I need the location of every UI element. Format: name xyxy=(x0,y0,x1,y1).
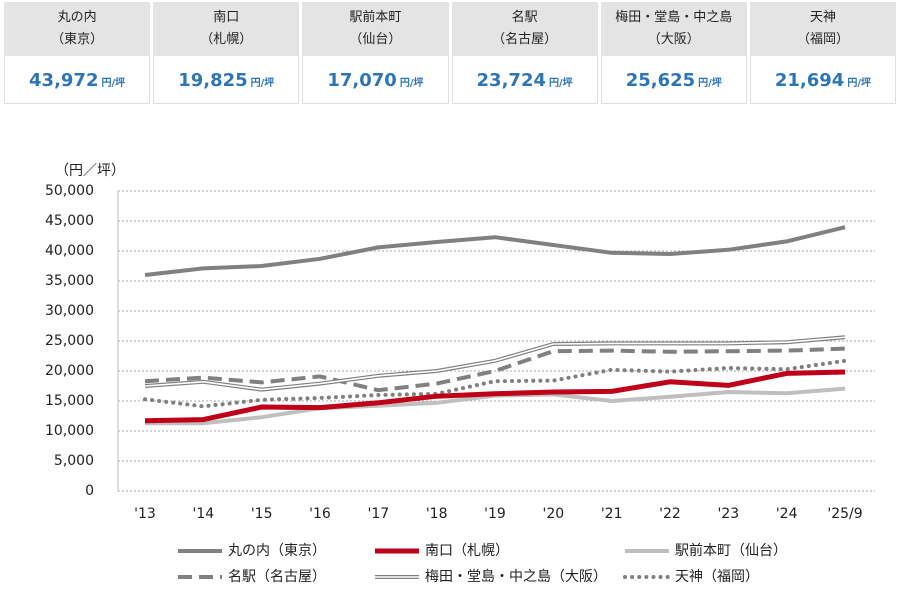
rent-value: 25,625 円/坪 xyxy=(600,56,747,104)
rent-value: 43,972 円/坪 xyxy=(4,56,151,104)
header-cell: 天神 （福岡） 21,694 円/坪 xyxy=(749,2,897,104)
area-sub: （東京） xyxy=(51,32,104,47)
series-line-inner xyxy=(144,336,846,391)
rent-value: 17,070 円/坪 xyxy=(302,56,449,104)
area-sub: （名古屋） xyxy=(492,32,558,47)
area-name: 南口 xyxy=(213,10,240,25)
legend-label: 南口（札幌） xyxy=(425,543,509,559)
area-name: 駅前本町 xyxy=(349,10,402,25)
header-cell: 名駅 （名古屋） 23,724 円/坪 xyxy=(451,2,598,104)
y-tick-label: 0 xyxy=(85,483,94,499)
cell-names: 梅田・堂島・中之島 （大阪） xyxy=(600,2,747,56)
legend-label: 梅田・堂島・中之島（大阪） xyxy=(425,569,607,585)
y-axis-unit: （円／坪） xyxy=(55,163,125,179)
header-cell: 丸の内 （東京） 43,972 円/坪 xyxy=(4,2,151,104)
y-tick-label: 35,000 xyxy=(45,273,94,289)
x-tick-label: '16 xyxy=(309,506,331,522)
y-tick-label: 15,000 xyxy=(45,393,94,409)
y-tick-label: 20,000 xyxy=(45,363,94,379)
rent-unit: 円/坪 xyxy=(549,78,573,89)
area-name: 丸の内 xyxy=(57,10,97,25)
legend-label: 駅前本町（仙台） xyxy=(675,542,787,559)
cell-names: 天神 （福岡） xyxy=(749,2,897,56)
area-sub: （福岡） xyxy=(796,32,849,47)
y-tick-label: 10,000 xyxy=(45,423,94,439)
x-tick-label: '19 xyxy=(484,506,506,522)
series-line xyxy=(144,346,846,393)
x-tick-label: '14 xyxy=(192,506,214,522)
rent-number: 43,972 xyxy=(29,70,99,91)
y-tick-label: 40,000 xyxy=(45,243,94,259)
legend-label: 天神（福岡） xyxy=(675,569,759,585)
cell-names: 丸の内 （東京） xyxy=(4,2,151,56)
rent-value: 19,825 円/坪 xyxy=(153,56,300,104)
x-tick-label: '20 xyxy=(542,506,564,522)
area-name: 梅田・堂島・中之島 xyxy=(615,10,733,25)
series-line xyxy=(144,369,846,424)
cell-names: 駅前本町 （仙台） xyxy=(302,2,449,56)
rent-number: 23,724 xyxy=(476,70,546,91)
header-table: 丸の内 （東京） 43,972 円/坪 南口 （札幌） 19,825 円/坪 駅前本町 （仙台） 1… xyxy=(4,2,897,104)
header-cell: 南口 （札幌） 19,825 円/坪 xyxy=(153,2,300,104)
rent-number: 19,825 xyxy=(178,70,248,91)
cell-names: 南口 （札幌） xyxy=(153,2,300,56)
rent-unit: 円/坪 xyxy=(101,78,126,89)
rent-number: 25,625 xyxy=(625,70,696,91)
area-name: 名駅 xyxy=(511,10,538,25)
legend-label: 名駅（名古屋） xyxy=(228,569,326,585)
x-tick-label: '25/9 xyxy=(827,506,862,522)
rent-value: 21,694 円/坪 xyxy=(749,56,897,104)
x-tick-label: '23 xyxy=(717,506,739,522)
x-tick-label: '24 xyxy=(776,506,798,522)
cell-names: 名駅 （名古屋） xyxy=(451,2,598,56)
rent-unit: 円/坪 xyxy=(698,78,722,89)
x-tick-label: '22 xyxy=(659,506,681,522)
y-tick-label: 5,000 xyxy=(54,453,94,469)
rent-unit: 円/坪 xyxy=(847,78,871,89)
y-tick-label: 25,000 xyxy=(45,333,94,349)
area-sub: （大阪） xyxy=(647,32,700,47)
rent-value: 23,724 円/坪 xyxy=(451,56,598,104)
series-line xyxy=(144,225,846,277)
rent-number: 17,070 xyxy=(327,70,397,91)
header-cell: 梅田・堂島・中之島 （大阪） 25,625 円/坪 xyxy=(600,2,747,104)
rent-number: 21,694 xyxy=(774,70,845,91)
area-sub: （仙台） xyxy=(349,32,402,47)
x-tick-label: '17 xyxy=(367,506,389,522)
y-tick-label: 50,000 xyxy=(45,183,94,199)
x-tick-label: '15 xyxy=(251,506,273,522)
y-tick-label: 45,000 xyxy=(45,213,94,229)
x-tick-label: '21 xyxy=(601,506,623,522)
rent-unit: 円/坪 xyxy=(250,78,275,89)
y-tick-label: 30,000 xyxy=(45,303,94,319)
header-cell: 駅前本町 （仙台） 17,070 円/坪 xyxy=(302,2,449,104)
x-tick-label: '18 xyxy=(426,506,448,522)
area-sub: （札幌） xyxy=(200,32,253,47)
x-tick-label: '13 xyxy=(134,506,156,522)
rent-unit: 円/坪 xyxy=(399,78,424,89)
area-name: 天神 xyxy=(809,10,836,25)
legend-label: 丸の内（東京） xyxy=(228,543,326,559)
